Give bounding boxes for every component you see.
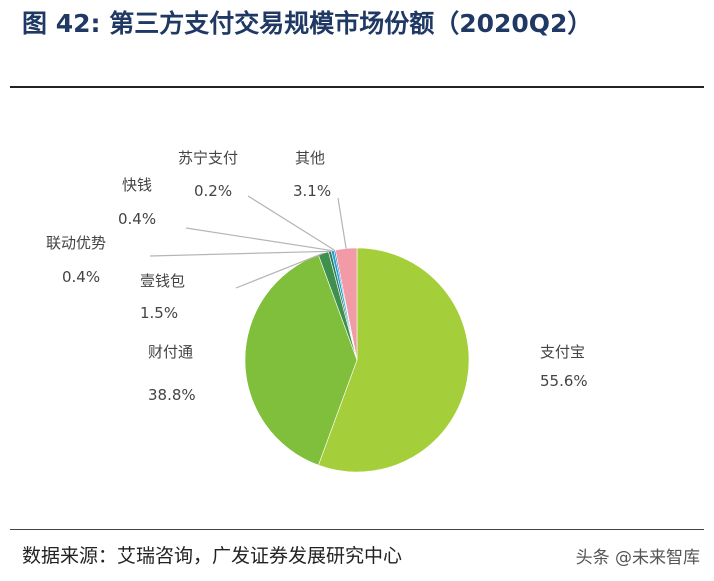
- pie-slice-1: [244, 254, 358, 466]
- leader-line-3: [149, 250, 330, 257]
- slice-name-label-5: 苏宁支付: [178, 149, 238, 167]
- leader-line-6: [337, 197, 347, 249]
- slice-name-label-3: 联动优势: [46, 234, 106, 252]
- pie-slice-6: [334, 247, 358, 361]
- leader-lines: [149, 195, 347, 289]
- slice-name-label-2: 壹钱包: [140, 272, 185, 290]
- figure-title: 图 42: 第三方支付交易规模市场份额（2020Q2）: [22, 9, 593, 38]
- leader-line-2: [235, 252, 324, 289]
- slice-value-label-5: 0.2%: [194, 182, 232, 200]
- slice-value-label-4: 0.4%: [118, 210, 156, 228]
- slice-name-label-1: 财付通: [148, 343, 193, 361]
- slice-name-label-6: 其他: [295, 149, 325, 167]
- slice-value-label-2: 1.5%: [140, 304, 178, 322]
- slice-value-label-1: 38.8%: [148, 386, 196, 404]
- leader-line-4: [185, 227, 333, 252]
- source-note: 数据来源：艾瑞咨询，广发证券发展研究中心: [22, 545, 403, 567]
- pie-slice-0: [318, 247, 470, 473]
- slice-value-label-6: 3.1%: [293, 182, 331, 200]
- slice-name-label-0: 支付宝: [540, 343, 585, 361]
- top-rule: [10, 86, 704, 88]
- bottom-rule: [10, 529, 704, 530]
- slice-value-label-0: 55.6%: [540, 372, 588, 390]
- pie-slices: [244, 247, 470, 473]
- watermark: 头条 @未来智库: [575, 548, 700, 568]
- leader-line-5: [247, 195, 335, 251]
- slice-value-label-3: 0.4%: [62, 268, 100, 286]
- slice-name-label-4: 快钱: [122, 176, 152, 194]
- slice-labels: 支付宝 55.6% 财付通 38.8% 壹钱包 1.5% 联动优势 0.4% 快钱 0.4% 苏宁支…: [46, 149, 588, 404]
